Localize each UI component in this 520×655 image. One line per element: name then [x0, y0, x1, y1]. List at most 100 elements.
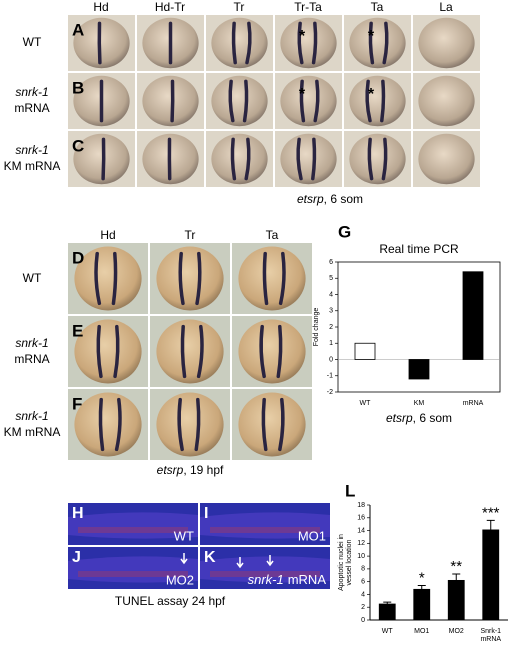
embryo: [349, 18, 405, 68]
embryo: [74, 320, 141, 384]
bar: [448, 580, 464, 620]
stain: [172, 81, 173, 120]
bar: [379, 604, 395, 620]
caption-part: , 6 som: [413, 411, 452, 425]
caption-part: etsrp: [297, 192, 324, 206]
embryo: [156, 393, 223, 457]
stain: [100, 400, 102, 450]
caption: etsrp, 6 som: [386, 411, 452, 425]
stain: [382, 81, 384, 120]
row-label: mRNA: [14, 352, 49, 366]
embryo: [156, 320, 223, 384]
column-header: Ta: [266, 228, 279, 242]
y-tick-label: 4: [329, 291, 333, 298]
stain: [245, 81, 247, 120]
bar: [414, 589, 430, 620]
stain: [264, 254, 266, 304]
y-tick-label: 2: [329, 324, 333, 331]
y-tick-label: 6: [329, 259, 333, 266]
chart-title: Real time PCR: [379, 242, 459, 256]
stain: [232, 139, 234, 178]
caption-part: etsrp: [157, 463, 184, 477]
row-label: KM mRNA: [4, 425, 61, 439]
embryo: [211, 76, 267, 126]
column-header: Hd: [100, 228, 115, 242]
caption-part: , 19 hpf: [183, 463, 224, 477]
y-tick-label: 18: [357, 502, 365, 509]
embryo: [238, 320, 305, 384]
row-label-gene: snrk-1: [15, 409, 48, 423]
embryo: [349, 134, 405, 184]
column-header: Ta: [371, 0, 384, 14]
stain: [313, 139, 315, 178]
panel-label-part: snrk-1: [248, 572, 284, 587]
column-header: Tr-Ta: [294, 0, 322, 14]
significance: ***: [482, 504, 500, 521]
column-header: Tr: [185, 228, 196, 242]
y-tick-label: 10: [357, 553, 365, 560]
panel-letter: J: [72, 549, 81, 566]
panel-letter: G: [338, 222, 351, 241]
caption: TUNEL assay 24 hpf: [115, 594, 226, 608]
panel-letter: A: [72, 20, 84, 39]
bar: [409, 360, 429, 380]
y-tick-label: 14: [357, 527, 365, 534]
y-tick-label: 1: [329, 340, 333, 347]
x-tick-label: WT: [382, 628, 394, 635]
stain: [182, 327, 184, 377]
embryo: [74, 247, 141, 311]
y-tick-label: -2: [327, 389, 333, 396]
y-tick-label: 12: [357, 540, 365, 547]
embryo: [280, 134, 336, 184]
panel-letter: B: [72, 78, 84, 97]
x-tick-label: KM: [414, 400, 425, 407]
embryo: [211, 134, 267, 184]
asterisk: *: [299, 28, 306, 45]
panel-label-part: mRNA: [288, 572, 327, 587]
caption-part: etsrp: [386, 411, 413, 425]
y-tick-label: 0: [329, 356, 333, 363]
embryo: [74, 393, 141, 457]
panel-letter: E: [72, 321, 83, 340]
caption: etsrp, 19 hpf: [157, 463, 224, 477]
row-label-gene: snrk-1: [15, 85, 48, 99]
panel-letter: K: [204, 549, 216, 566]
stain: [234, 23, 236, 62]
row-label-gene: snrk-1: [15, 143, 48, 157]
x-tick-label: MO1: [414, 628, 429, 635]
panel-label: MO2: [166, 572, 194, 587]
row-label: WT: [23, 35, 42, 49]
embryo: [156, 247, 223, 311]
panel-label: MO1: [298, 528, 326, 543]
embryo: [280, 76, 336, 126]
x-tick-label: MO2: [449, 628, 464, 635]
panel-letter: L: [345, 481, 355, 500]
panel-label: WT: [174, 528, 194, 543]
row-label-gene: snrk-1: [15, 336, 48, 350]
y-tick-label: 0: [361, 617, 365, 624]
row-label: WT: [23, 271, 42, 285]
y-tick-label: 3: [329, 308, 333, 315]
y-tick-label: 16: [357, 515, 365, 522]
significance: *: [419, 569, 425, 586]
stain: [113, 254, 115, 304]
caption: etsrp, 6 som: [297, 192, 363, 206]
embryo: [211, 18, 267, 68]
column-header: Tr: [234, 0, 245, 14]
asterisk: *: [299, 86, 306, 103]
panel-letter: C: [72, 136, 84, 155]
y-tick-label: 6: [361, 579, 365, 586]
panel-letter: F: [72, 394, 82, 413]
y-tick-label: -1: [327, 373, 333, 380]
asterisk: *: [368, 86, 375, 103]
y-axis-label: Apoptotic nuclei invessel location: [338, 534, 353, 591]
y-tick-label: 5: [329, 275, 333, 282]
embryo: [418, 18, 474, 68]
y-tick-label: 2: [361, 604, 365, 611]
x-tick-label: mRNA: [463, 400, 484, 407]
y-tick-label: 4: [361, 591, 365, 598]
row-label: KM mRNA: [4, 159, 61, 173]
panel-label: snrk-1 mRNA: [248, 572, 327, 587]
